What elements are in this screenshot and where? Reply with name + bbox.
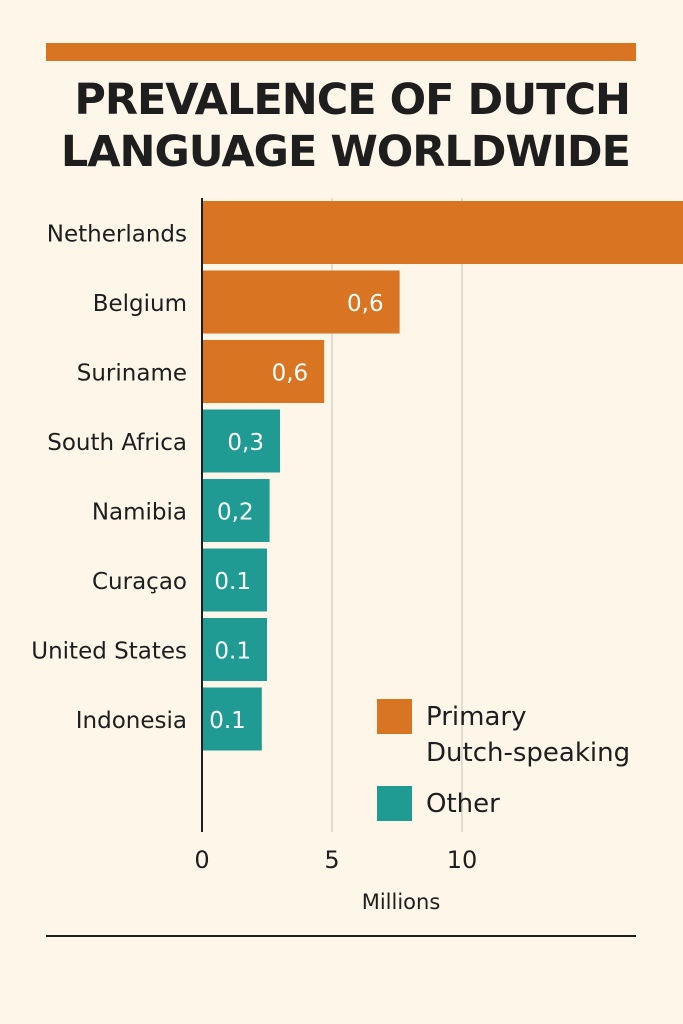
x-tick-label: 0 — [194, 846, 209, 874]
bar-united-states — [202, 618, 267, 681]
category-label: Curaçao — [92, 569, 187, 595]
x-tick-label: 5 — [324, 846, 339, 874]
category-label: Namibia — [92, 500, 187, 526]
value-label: 0,6 — [272, 361, 309, 387]
chart-title-line-2: LANGUAGE WORLDWIDE — [60, 127, 631, 177]
value-label: 0.1 — [214, 569, 251, 595]
legend-swatch — [377, 699, 412, 734]
legend-label: Other — [426, 789, 500, 819]
legend-swatch — [377, 786, 412, 821]
value-label: 0.1 — [214, 639, 251, 665]
chart-title: PREVALENCE OF DUTCH LANGUAGE WORLDWIDE — [60, 74, 631, 178]
category-label: United States — [31, 639, 187, 665]
x-axis-label: Millions — [362, 890, 441, 914]
category-label: South Africa — [47, 430, 187, 456]
legend-label: Dutch-speaking — [426, 738, 630, 768]
bar-south-africa — [202, 409, 280, 473]
category-label: Netherlands — [47, 222, 187, 248]
value-label: 0.1 — [209, 708, 246, 734]
x-tick-label: 10 — [447, 846, 478, 874]
value-label: 0,3 — [227, 430, 264, 456]
bar-cura-ao — [202, 548, 267, 612]
chart-title-line-1: PREVALENCE OF DUTCH — [74, 75, 631, 125]
bottom-divider — [46, 935, 636, 937]
category-label: Belgium — [93, 291, 187, 317]
bar-netherlands — [202, 201, 683, 264]
bar-suriname — [202, 340, 325, 403]
category-label: Indonesia — [76, 708, 187, 734]
category-label: Suriname — [77, 361, 187, 387]
legend-label: Primary — [426, 702, 526, 732]
value-label: 0,2 — [217, 500, 254, 526]
title-accent-bar — [46, 43, 636, 61]
value-label: 0,6 — [347, 291, 384, 317]
bar-indonesia — [202, 687, 262, 751]
bar-namibia — [202, 479, 270, 542]
bar-belgium — [202, 270, 400, 334]
